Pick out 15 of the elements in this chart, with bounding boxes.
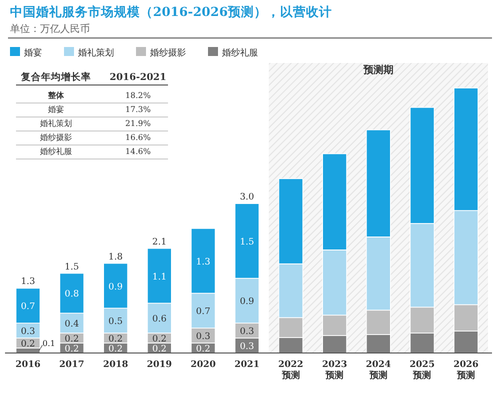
annotation: 18.2% xyxy=(125,91,151,100)
annotation: 婚宴 xyxy=(48,105,64,114)
annotation: 婚纱礼服 xyxy=(40,147,72,156)
annotation: 复合年均增长率 xyxy=(21,72,91,83)
annotation: 17.3% xyxy=(125,105,151,114)
subtitle: 单位：万亿人民币 xyxy=(10,24,90,35)
annotation: 2016-2021 xyxy=(110,72,166,83)
annotation: 婚纱摄影 xyxy=(40,133,72,142)
annotation: 16.6% xyxy=(125,133,151,142)
annotation: 婚礼策划 xyxy=(40,119,72,128)
annotation: 整体 xyxy=(48,90,64,100)
band-label: 预测期 xyxy=(363,65,394,76)
annotation: 14.6% xyxy=(125,147,151,156)
annotation: 21.9% xyxy=(125,119,151,128)
title: 中国婚礼服务市场规模（2016-2026预测），以营收计 xyxy=(10,4,332,19)
